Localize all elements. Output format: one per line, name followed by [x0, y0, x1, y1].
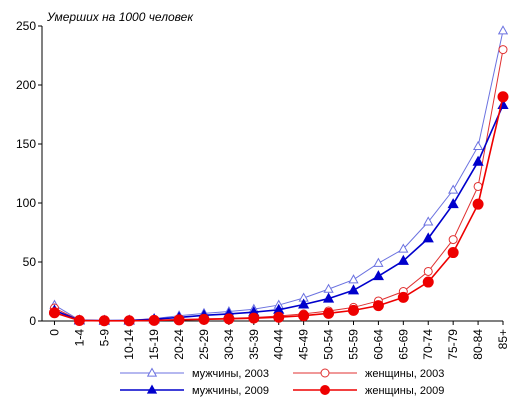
- x-tick-label: 70-74: [421, 329, 435, 360]
- series-3: [48, 91, 509, 327]
- legend: мужчины, 2003 женщины, 2003 мужчины, 2009 ж…: [120, 367, 444, 397]
- data-point: [73, 315, 85, 327]
- data-point: [472, 198, 484, 210]
- data-point: [498, 45, 508, 55]
- x-tick-label: 75-79: [446, 329, 460, 360]
- data-point: [422, 232, 434, 243]
- x-tick-label: 10-14: [122, 329, 136, 360]
- legend-item: женщины, 2009: [293, 385, 444, 397]
- y-tick-label: 250: [16, 19, 36, 33]
- x-tick-label: 35-39: [247, 329, 261, 360]
- data-point: [497, 25, 509, 35]
- x-tick-label: 20-24: [172, 329, 186, 360]
- series-0: [49, 25, 509, 325]
- y-tick-label: 50: [23, 255, 37, 269]
- x-tick-label: 50-54: [322, 329, 336, 360]
- x-tick-label: 15-19: [147, 329, 161, 360]
- data-point: [298, 298, 310, 309]
- data-point: [397, 291, 409, 303]
- x-tick-label: 30-34: [222, 329, 236, 360]
- y-tick-label: 200: [16, 78, 36, 92]
- x-tick-label: 25-29: [197, 329, 211, 360]
- series-line: [54, 96, 504, 322]
- series-2: [48, 99, 509, 325]
- data-point: [347, 304, 359, 316]
- data-point: [448, 235, 458, 245]
- data-point: [198, 313, 210, 325]
- data-point: [497, 91, 509, 103]
- data-point: [372, 300, 384, 312]
- data-point: [320, 385, 330, 395]
- data-point: [472, 155, 484, 166]
- data-point: [320, 368, 330, 378]
- series-line: [54, 30, 504, 321]
- data-point: [422, 276, 434, 288]
- x-tick-label: 55-59: [346, 329, 360, 360]
- y-tick-label: 150: [16, 137, 36, 151]
- x-tick-label: 65-69: [396, 329, 410, 360]
- data-point: [398, 243, 409, 253]
- y-axis-label: Умерших на 1000 человек: [46, 10, 194, 24]
- data-point: [148, 314, 160, 326]
- data-point: [273, 311, 285, 323]
- legend-item: мужчины, 2009: [120, 384, 269, 397]
- data-point: [98, 315, 110, 327]
- legend-item: мужчины, 2003: [120, 367, 269, 380]
- x-tick-label: 5-9: [97, 329, 111, 347]
- legend-label: женщины, 2003: [365, 368, 444, 380]
- data-point: [347, 284, 360, 295]
- legend-label: мужчины, 2009: [192, 385, 269, 397]
- data-point: [423, 216, 434, 226]
- y-tick-label: 0: [29, 314, 36, 328]
- legend-item: женщины, 2003: [293, 368, 444, 380]
- data-point: [323, 283, 334, 293]
- data-point: [447, 198, 459, 209]
- x-tick-label: 80-84: [471, 329, 485, 360]
- x-tick-label: 0: [47, 329, 61, 336]
- x-tick-label: 40-44: [272, 329, 286, 360]
- y-tick-labels: 0 50 100 150 200 250: [16, 19, 36, 328]
- series-line: [54, 49, 504, 322]
- data-point: [348, 274, 359, 284]
- y-tick-label: 100: [16, 196, 36, 210]
- x-tick-label: 60-64: [371, 329, 385, 360]
- data-point: [472, 140, 484, 151]
- data-point: [123, 315, 135, 327]
- data-point: [146, 384, 158, 394]
- data-point: [448, 184, 459, 194]
- legend-label: женщины, 2009: [365, 385, 444, 397]
- data-point: [372, 270, 385, 281]
- data-point: [248, 312, 260, 324]
- data-point: [298, 310, 310, 322]
- data-point: [323, 307, 335, 319]
- data-point: [373, 257, 384, 267]
- x-tick-label: 45-49: [297, 329, 311, 360]
- data-point: [397, 254, 409, 265]
- data-point: [447, 247, 459, 259]
- data-point: [423, 266, 433, 276]
- data-point: [322, 292, 335, 303]
- series-group: [48, 25, 509, 327]
- series-1: [49, 45, 508, 326]
- data-point: [223, 313, 235, 325]
- x-tick-labels: 0 1-4 5-9 10-14 15-19 20-24 25-29 30-34 35-39 40-…: [47, 329, 510, 360]
- data-point: [173, 314, 185, 326]
- legend-label: мужчины, 2003: [192, 368, 269, 380]
- x-tick-label: 1-4: [72, 329, 86, 347]
- data-point: [146, 367, 158, 377]
- x-tick-label: 85+: [496, 329, 510, 349]
- data-point: [48, 307, 60, 319]
